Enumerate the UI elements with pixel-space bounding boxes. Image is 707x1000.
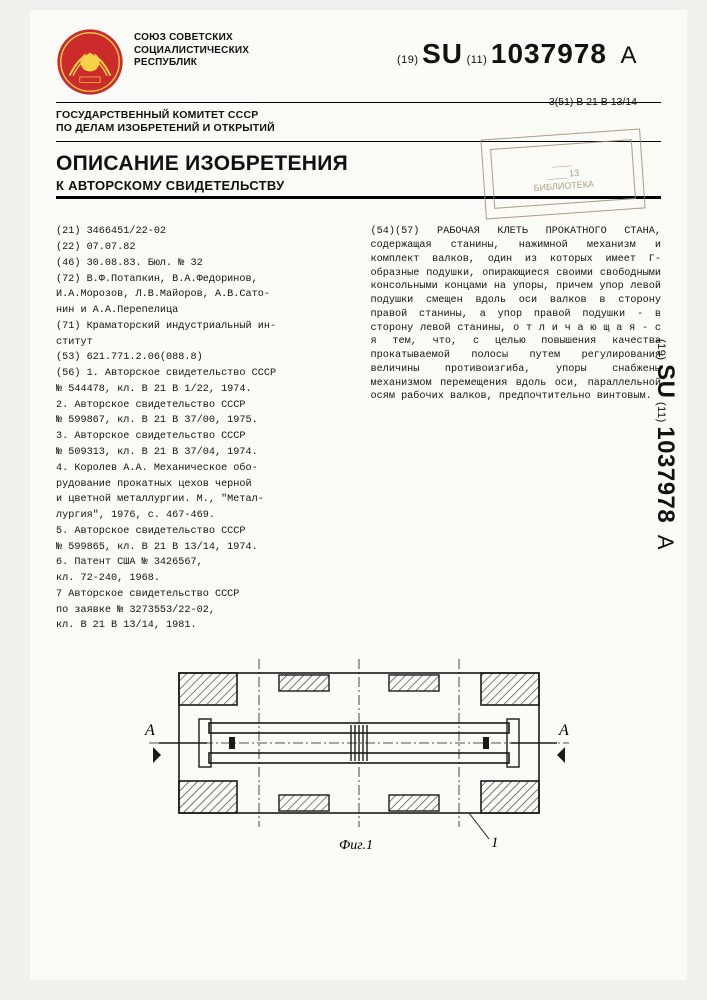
- ref-1: 1: [491, 835, 499, 851]
- code-prefix: (19): [397, 54, 419, 66]
- organization-name: СОЮЗ СОВЕТСКИХ СОЦИАЛИСТИЧЕСКИХ РЕСПУБЛИ…: [134, 28, 249, 70]
- biblio-line: (72) В.Ф.Потапкин, В.А.Федоринов,: [56, 273, 347, 287]
- biblio-line: (56) 1. Авторское свидетельство СССР: [56, 367, 347, 381]
- side-prefix2: (11): [655, 402, 667, 423]
- biblio-line: 3. Авторское свидетельство СССР: [56, 430, 347, 444]
- biblio-line: № 509313, кл. В 21 В 37/04, 1974.: [56, 446, 347, 460]
- figure-1: A A 1 Фиг.1: [56, 653, 661, 853]
- biblio-line: рудование прокатных цехов черной: [56, 478, 347, 492]
- page: СОЮЗ СОВЕТСКИХ СОЦИАЛИСТИЧЕСКИХ РЕСПУБЛИ…: [30, 10, 687, 980]
- biblio-line: 2. Авторское свидетельство СССР: [56, 399, 347, 413]
- biblio-line: № 599865, кл. В 21 В 13/14, 1974.: [56, 541, 347, 555]
- left-column: (21) 3466451/22-02 (22) 07.07.82 (46) 30…: [56, 225, 347, 635]
- org-line: СОЮЗ СОВЕТСКИХ: [134, 32, 249, 45]
- side-mark: A: [653, 535, 678, 550]
- stamp-line: БИБЛИОТЕКА: [533, 179, 594, 193]
- side-patent-code: (19) SU (11) 1037978 A: [651, 339, 679, 550]
- library-stamp: ____ ____ 13 БИБЛИОТЕКА: [480, 129, 645, 220]
- committee-line: ПО ДЕЛАМ ИЗОБРЕТЕНИЙ И ОТКРЫТИЙ: [56, 122, 275, 135]
- biblio-line: кл. В 21 В 13/14, 1981.: [56, 619, 347, 633]
- biblio-line: ститут: [56, 336, 347, 350]
- class-prefix: 3(51): [549, 96, 574, 108]
- side-country: SU: [652, 364, 679, 398]
- mark-a-right: A: [558, 722, 569, 739]
- figure-label: Фиг.1: [339, 838, 373, 853]
- patent-number: 1037978: [491, 38, 607, 69]
- biblio-line: лургия", 1976, с. 467-469.: [56, 509, 347, 523]
- body-columns: (21) 3466451/22-02 (22) 07.07.82 (46) 30…: [56, 225, 661, 635]
- ussr-emblem-icon: [56, 28, 124, 96]
- right-column: (54)(57) РАБОЧАЯ КЛЕТЬ ПРОКАТНОГО СТАНА,…: [371, 225, 662, 635]
- org-line: РЕСПУБЛИК: [134, 57, 249, 70]
- stamp-line: ____: [552, 156, 573, 167]
- biblio-line: И.А.Морозов, Л.В.Майоров, А.В.Сато-: [56, 288, 347, 302]
- patent-number-block: (19) SU (11) 1037978 A: [397, 38, 637, 70]
- committee-block: ГОСУДАРСТВЕННЫЙ КОМИТЕТ СССР ПО ДЕЛАМ ИЗ…: [56, 109, 275, 135]
- mark-a-left: A: [144, 722, 155, 739]
- biblio-line: кл. 72-240, 1968.: [56, 572, 347, 586]
- stamp-line: ____ 13: [546, 168, 579, 180]
- biblio-line: (46) 30.08.83. Бюл. № 32: [56, 257, 347, 271]
- side-prefix: (19): [655, 339, 667, 361]
- biblio-line: по заявке № 3273553/22-02,: [56, 604, 347, 618]
- committee-line: ГОСУДАРСТВЕННЫЙ КОМИТЕТ СССР: [56, 109, 275, 122]
- country-code: SU: [422, 38, 463, 69]
- biblio-line: 7 Авторское свидетельство СССР: [56, 588, 347, 602]
- patent-mark: A: [620, 42, 637, 69]
- biblio-line: (21) 3466451/22-02: [56, 225, 347, 239]
- abstract-text: (54)(57) РАБОЧАЯ КЛЕТЬ ПРОКАТНОГО СТАНА,…: [371, 225, 662, 404]
- org-line: СОЦИАЛИСТИЧЕСКИХ: [134, 45, 249, 58]
- figure-svg: A A 1 Фиг.1: [139, 653, 579, 853]
- biblio-line: и цветной металлургии. М., "Метал-: [56, 493, 347, 507]
- stamp-inner: ____ ____ 13 БИБЛИОТЕКА: [490, 139, 636, 210]
- doc-title: ОПИСАНИЕ ИЗОБРЕТЕНИЯ: [56, 152, 348, 176]
- section-mark-right: A: [557, 722, 569, 763]
- classification: 3(51) В 21 В 13/14: [549, 96, 637, 108]
- biblio-line: 5. Авторское свидетельство СССР: [56, 525, 347, 539]
- code-prefix2: (11): [467, 54, 488, 66]
- biblio-line: № 544478, кл. В 21 В 1/22, 1974.: [56, 383, 347, 397]
- biblio-line: (53) 621.771.2.06(088.8): [56, 351, 347, 365]
- biblio-line: 4. Королев А.А. Механическое обо-: [56, 462, 347, 476]
- biblio-line: нин и А.А.Перепелица: [56, 304, 347, 318]
- biblio-line: (22) 07.07.82: [56, 241, 347, 255]
- section-mark-left: A: [144, 722, 161, 763]
- class-code: В 21 В 13/14: [576, 96, 637, 108]
- side-number: 1037978: [652, 426, 679, 523]
- biblio-line: 6. Патент США № 3426567,: [56, 556, 347, 570]
- biblio-line: (71) Краматорский индустриальный ин-: [56, 320, 347, 334]
- biblio-line: № 599867, кл. В 21 В 37/00, 1975.: [56, 414, 347, 428]
